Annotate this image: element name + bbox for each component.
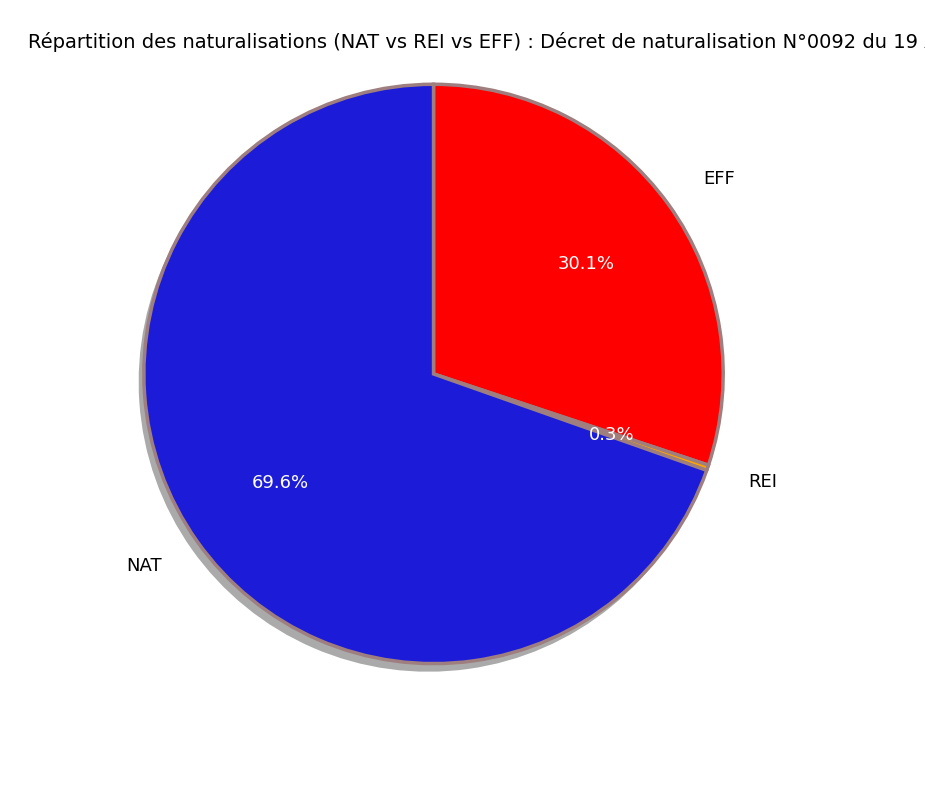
Wedge shape xyxy=(144,85,707,664)
Text: NAT: NAT xyxy=(126,557,162,575)
Text: 69.6%: 69.6% xyxy=(252,474,308,491)
Text: REI: REI xyxy=(748,473,778,491)
Text: Répartition des naturalisations (NAT vs REI vs EFF) : Décret de naturalisation N: Répartition des naturalisations (NAT vs … xyxy=(28,32,925,51)
Text: 30.1%: 30.1% xyxy=(558,254,615,273)
Wedge shape xyxy=(434,374,709,470)
Text: EFF: EFF xyxy=(704,170,735,188)
Wedge shape xyxy=(139,92,701,672)
Wedge shape xyxy=(434,85,723,465)
Text: 0.3%: 0.3% xyxy=(589,426,635,444)
